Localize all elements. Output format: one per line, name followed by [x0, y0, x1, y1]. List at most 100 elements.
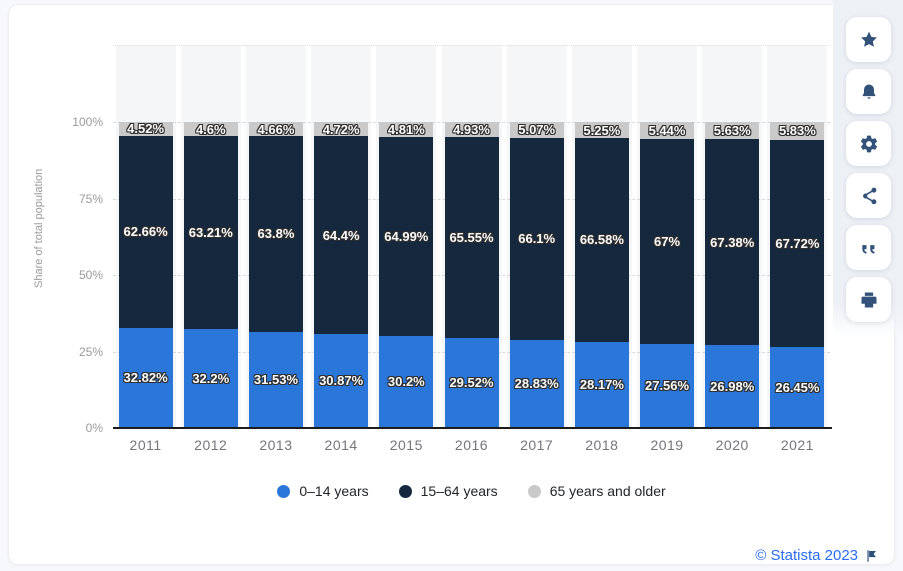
bar-segment-0-14-years[interactable]: 32.82% — [118, 327, 173, 428]
legend-color-dot — [277, 484, 291, 498]
x-tick-label: 2014 — [324, 437, 358, 453]
bar-segment-15-64-years[interactable]: 66.1% — [509, 137, 564, 340]
x-tick-label: 2018 — [585, 437, 619, 453]
x-tick-label: 2013 — [259, 437, 293, 453]
bar-value-label: 4.81% — [387, 121, 425, 137]
bar-value-label: 63.8% — [257, 226, 295, 242]
print-button[interactable] — [846, 277, 891, 322]
x-tick-label: 2012 — [194, 437, 228, 453]
bar-segment-65-years-and-older[interactable]: 4.93% — [444, 122, 499, 138]
bar-2021: 5.83% 67.72% 26.45% — [770, 122, 825, 428]
toolbar-rail — [833, 0, 903, 338]
bar-2018: 5.25% 66.58% 28.17% — [574, 122, 629, 428]
bar-2016: 4.93% 65.55% 29.52% — [444, 122, 499, 428]
bar-value-label: 62.66% — [123, 224, 168, 240]
bar-segment-0-14-years[interactable]: 29.52% — [444, 337, 499, 428]
bar-segment-0-14-years[interactable]: 30.87% — [314, 333, 369, 428]
legend-label: 0–14 years — [299, 483, 369, 499]
bar-segment-0-14-years[interactable]: 27.56% — [640, 343, 695, 428]
bar-segment-65-years-and-older[interactable]: 5.07% — [509, 122, 564, 138]
legend-item-65-years-and-older[interactable]: 65 years and older — [527, 483, 666, 499]
bar-segment-15-64-years[interactable]: 65.55% — [444, 137, 499, 338]
bar-2020: 5.63% 67.38% 26.98% — [705, 122, 760, 428]
bar-segment-65-years-and-older[interactable]: 4.81% — [379, 121, 434, 137]
y-tick-label: 100% — [72, 115, 103, 129]
bar-value-label: 5.83% — [778, 123, 816, 139]
bar-value-label: 63.21% — [188, 225, 233, 241]
quote-icon — [861, 244, 874, 254]
gear-icon — [860, 135, 877, 152]
bar-value-label: 30.2% — [387, 374, 425, 390]
bar-segment-15-64-years[interactable]: 63.8% — [248, 136, 303, 332]
bar-value-label: 28.83% — [514, 376, 559, 392]
bar-segment-65-years-and-older[interactable]: 5.25% — [574, 122, 629, 139]
favorite-button[interactable] — [846, 17, 891, 62]
bar-segment-15-64-years[interactable]: 62.66% — [118, 135, 173, 328]
bar-value-label: 5.07% — [518, 122, 556, 138]
y-tick-label: 50% — [78, 268, 103, 282]
bar-segment-15-64-years[interactable]: 67.72% — [770, 139, 825, 348]
bar-segment-0-14-years[interactable]: 30.2% — [379, 335, 434, 428]
bar-value-label: 31.53% — [253, 372, 298, 388]
bar-value-label: 27.56% — [644, 378, 690, 394]
bar-segment-15-64-years[interactable]: 63.21% — [183, 136, 238, 330]
legend-label: 65 years and older — [549, 483, 666, 499]
bar-value-label: 26.45% — [775, 380, 820, 395]
bar-2017: 5.07% 66.1% 28.83% — [509, 122, 564, 428]
bar-segment-15-64-years[interactable]: 67.38% — [705, 139, 760, 346]
bar-value-label: 64.4% — [322, 227, 360, 243]
notifications-button[interactable] — [846, 69, 891, 114]
y-tick-label: 75% — [78, 191, 103, 206]
bar-value-label: 4.6% — [195, 121, 226, 137]
legend-item-15-64-years[interactable]: 15–64 years — [398, 483, 498, 499]
bar-value-label: 5.25% — [583, 122, 621, 138]
share-button[interactable] — [846, 173, 891, 218]
bar-segment-15-64-years[interactable]: 67% — [640, 138, 695, 344]
legend-label: 15–64 years — [420, 483, 498, 499]
x-tick-label: 2015 — [389, 437, 423, 453]
bar-value-label: 4.93% — [453, 122, 490, 138]
bar-segment-65-years-and-older[interactable]: 4.72% — [314, 122, 369, 137]
bar-segment-15-64-years[interactable]: 66.58% — [574, 138, 629, 342]
bar-segment-65-years-and-older[interactable]: 5.63% — [705, 122, 760, 140]
bar-value-label: 66.58% — [579, 232, 624, 248]
share-icon — [862, 187, 876, 204]
bar-segment-0-14-years[interactable]: 26.98% — [705, 345, 760, 428]
y-tick-label: 0% — [85, 421, 103, 435]
bar-segment-0-14-years[interactable]: 28.17% — [574, 341, 629, 428]
bar-2015: 4.81% 64.99% 30.2% — [379, 121, 434, 428]
bar-segment-65-years-and-older[interactable]: 5.83% — [770, 122, 825, 140]
bar-segment-65-years-and-older[interactable]: 4.66% — [248, 122, 303, 137]
bar-2011: 4.52% 62.66% 32.82% — [118, 122, 173, 428]
bar-2013: 4.66% 63.8% 31.53% — [248, 122, 303, 428]
bar-segment-65-years-and-older[interactable]: 4.6% — [183, 121, 238, 137]
bar-value-label: 5.63% — [713, 123, 751, 139]
plot-top-border — [113, 45, 830, 46]
bar-segment-65-years-and-older[interactable]: 4.52% — [118, 122, 173, 136]
bar-segment-15-64-years[interactable]: 64.4% — [314, 136, 369, 334]
bar-value-label: 65.55% — [449, 229, 494, 245]
bar-value-label: 67.72% — [775, 235, 820, 251]
bar-segment-0-14-years[interactable]: 28.83% — [509, 339, 564, 428]
bar-value-label: 29.52% — [449, 375, 494, 391]
bar-segment-0-14-years[interactable]: 32.2% — [183, 329, 238, 428]
bar-segment-0-14-years[interactable]: 31.53% — [248, 331, 303, 428]
bar-segment-65-years-and-older[interactable]: 5.44% — [640, 122, 695, 139]
x-tick-label: 2017 — [520, 437, 554, 453]
x-tick-label: 2016 — [454, 437, 489, 453]
x-tick-label: 2019 — [650, 437, 684, 453]
bar-2019: 5.44% 67% 27.56% — [640, 122, 695, 428]
bar-segment-15-64-years[interactable]: 64.99% — [379, 136, 434, 336]
bar-segment-0-14-years[interactable]: 26.45% — [770, 347, 825, 428]
x-tick-label: 2011 — [129, 437, 162, 453]
legend-color-dot — [527, 484, 541, 498]
statista-flag-icon — [867, 549, 876, 562]
legend-item-0-14-years[interactable]: 0–14 years — [277, 483, 369, 499]
settings-button[interactable] — [846, 121, 891, 166]
legend-color-dot — [398, 484, 412, 498]
cite-button[interactable] — [846, 225, 891, 270]
x-tick-label: 2021 — [780, 437, 814, 453]
bar-value-label: 64.99% — [384, 228, 429, 244]
print-icon — [861, 292, 876, 307]
